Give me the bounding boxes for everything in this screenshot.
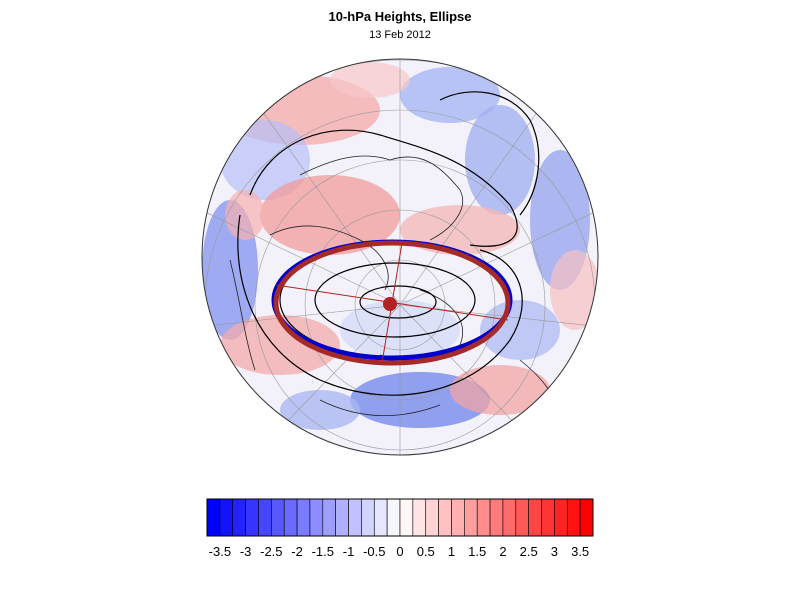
colorbar-box xyxy=(528,498,542,537)
colorbar-tick-label: -3 xyxy=(240,544,252,559)
colorbar-box xyxy=(412,498,427,537)
colorbar-box xyxy=(348,498,362,537)
globe-outline xyxy=(201,58,599,456)
colorbar-box xyxy=(245,498,259,537)
colorbar-box xyxy=(579,498,594,537)
colorbar-tick-label: 0.5 xyxy=(417,544,435,559)
colorbar-tick-label: -1.5 xyxy=(312,544,334,559)
anomaly-blob xyxy=(465,105,535,215)
colorbar-box xyxy=(399,498,414,537)
colorbar-tick-label: -2.5 xyxy=(260,544,282,559)
anomaly-field xyxy=(202,59,598,455)
colorbar-tick-label: -2 xyxy=(291,544,303,559)
colorbar-box xyxy=(258,498,272,537)
colorbar-box xyxy=(502,498,517,537)
colorbar-tick-label: 1.5 xyxy=(468,544,486,559)
colorbar-box xyxy=(386,498,401,537)
colorbar-tick-label: -0.5 xyxy=(363,544,385,559)
colorbar-box xyxy=(335,498,349,537)
colorbar-box xyxy=(515,498,529,537)
colorbar-tick-label: 3.5 xyxy=(571,544,589,559)
colorbar-box xyxy=(464,498,478,537)
fitted-ellipse xyxy=(273,240,511,366)
colorbar-tick-label: 3 xyxy=(551,544,558,559)
anomaly-blob xyxy=(450,365,550,415)
colorbar-box xyxy=(451,498,465,537)
colorbar-box xyxy=(566,498,581,537)
colorbar-box xyxy=(361,498,375,537)
anomaly-blob xyxy=(220,120,310,200)
anomaly-blob xyxy=(260,175,400,255)
plot-date: 13 Feb 2012 xyxy=(369,29,431,41)
colorbar-tick-label: 0 xyxy=(396,544,403,559)
colorbar-labels: -3.5 -3 -2.5 -2 -1.5 -1 -0.5 0 0.5 1 1.5 2 2.5 3 3.5 xyxy=(209,544,590,559)
colorbar-box xyxy=(271,498,285,537)
colorbar-tick-label: 2.5 xyxy=(520,544,538,559)
colorbar-box xyxy=(425,498,439,537)
colorbar-box xyxy=(554,498,568,537)
colorbar-box xyxy=(232,498,246,537)
colorbar-box xyxy=(373,498,388,537)
colorbar-box xyxy=(322,498,336,537)
anomaly-blob xyxy=(220,315,340,375)
anomaly-blob xyxy=(550,250,598,330)
anomaly-blob xyxy=(480,300,560,360)
polar-map xyxy=(201,58,599,456)
colorbar-box xyxy=(296,498,311,537)
colorbar-box xyxy=(438,498,452,537)
colorbar-tick-label: 1 xyxy=(448,544,455,559)
plot-title: 10-hPa Heights, Ellipse xyxy=(328,9,472,24)
ellipse-center-marker xyxy=(383,297,397,311)
anomaly-blob xyxy=(330,62,410,98)
colorbar-tick-label: 2 xyxy=(499,544,506,559)
colorbar-boxes xyxy=(206,498,594,537)
anomaly-blob xyxy=(280,390,360,430)
colorbar-box xyxy=(283,498,298,537)
anomaly-blob xyxy=(400,67,500,123)
colorbar-tick-label: -1 xyxy=(343,544,355,559)
colorbar-box xyxy=(541,498,555,537)
colorbar-frame xyxy=(206,498,594,537)
colorbar-tick-label: -3.5 xyxy=(209,544,231,559)
colorbar-box xyxy=(206,498,221,537)
colorbar-box xyxy=(309,498,324,537)
colorbar-box xyxy=(489,498,504,537)
colorbar-box xyxy=(219,498,234,537)
colorbar-box xyxy=(476,498,491,537)
anomaly-blob xyxy=(225,190,265,240)
